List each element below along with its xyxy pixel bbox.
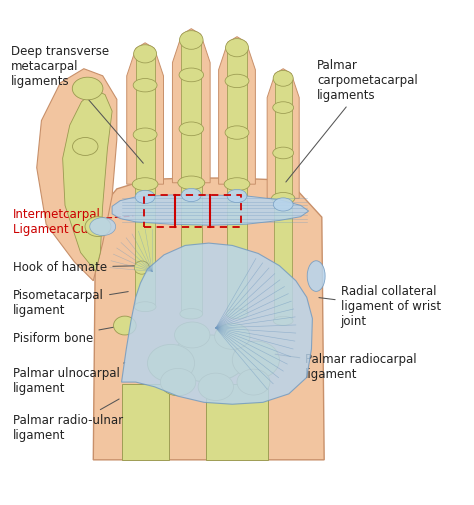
Ellipse shape [182, 188, 201, 201]
Polygon shape [135, 184, 155, 307]
Polygon shape [121, 243, 312, 404]
Ellipse shape [147, 344, 195, 382]
Ellipse shape [160, 369, 196, 396]
Bar [144, 195, 241, 227]
Polygon shape [267, 69, 299, 198]
Ellipse shape [273, 102, 293, 114]
Ellipse shape [73, 77, 103, 100]
Ellipse shape [179, 68, 203, 82]
Ellipse shape [134, 302, 156, 312]
Text: Deep transverse
metacarpal
ligaments: Deep transverse metacarpal ligaments [11, 45, 143, 163]
Polygon shape [182, 40, 201, 71]
Ellipse shape [134, 261, 149, 274]
Ellipse shape [180, 309, 203, 319]
Ellipse shape [225, 126, 249, 139]
Ellipse shape [273, 198, 293, 211]
Polygon shape [173, 29, 210, 183]
Ellipse shape [85, 217, 111, 236]
Ellipse shape [134, 45, 156, 63]
Polygon shape [275, 108, 292, 149]
Polygon shape [227, 184, 247, 314]
Ellipse shape [307, 261, 325, 291]
Ellipse shape [135, 190, 155, 204]
Ellipse shape [90, 218, 116, 235]
Ellipse shape [273, 147, 293, 159]
Ellipse shape [133, 128, 157, 141]
Ellipse shape [237, 369, 270, 395]
Ellipse shape [73, 137, 98, 156]
Ellipse shape [180, 31, 203, 49]
Polygon shape [219, 37, 255, 184]
Ellipse shape [133, 78, 157, 92]
Text: Palmar radiocarpal
ligament: Palmar radiocarpal ligament [275, 352, 417, 381]
Polygon shape [112, 195, 309, 225]
Ellipse shape [273, 316, 293, 325]
Polygon shape [181, 183, 201, 314]
Text: Radial collateral
ligament of wrist
joint: Radial collateral ligament of wrist join… [319, 285, 441, 328]
Polygon shape [63, 90, 112, 271]
Ellipse shape [226, 309, 248, 319]
Text: Palmar ulnocarpal
ligament: Palmar ulnocarpal ligament [13, 363, 125, 395]
Ellipse shape [273, 70, 293, 86]
Ellipse shape [174, 322, 210, 348]
Ellipse shape [178, 176, 205, 189]
Polygon shape [93, 178, 324, 460]
Polygon shape [228, 132, 246, 184]
Text: Palmar radio-ulnar
ligament: Palmar radio-ulnar ligament [13, 399, 123, 442]
Ellipse shape [224, 178, 250, 190]
Polygon shape [182, 75, 201, 124]
Ellipse shape [232, 341, 279, 379]
Text: Pisiform bone: Pisiform bone [13, 326, 120, 345]
Polygon shape [136, 85, 155, 130]
Polygon shape [274, 198, 292, 321]
Polygon shape [228, 47, 246, 77]
Ellipse shape [272, 192, 295, 204]
Ellipse shape [198, 373, 234, 400]
Ellipse shape [226, 38, 248, 57]
Polygon shape [182, 129, 201, 183]
Text: Pisometacarpal
ligament: Pisometacarpal ligament [13, 289, 128, 317]
Polygon shape [206, 384, 268, 460]
Ellipse shape [179, 122, 203, 136]
Ellipse shape [215, 323, 250, 349]
Polygon shape [127, 43, 164, 184]
Ellipse shape [225, 74, 249, 87]
Polygon shape [36, 69, 117, 281]
Ellipse shape [227, 189, 247, 203]
Polygon shape [121, 384, 169, 460]
Ellipse shape [171, 335, 246, 382]
Text: Intermetcarpal
Ligament Cuts: Intermetcarpal Ligament Cuts [13, 208, 133, 236]
Text: Palmar
carpometacarpal
ligaments: Palmar carpometacarpal ligaments [286, 59, 418, 182]
Polygon shape [136, 135, 155, 184]
Text: Hook of hamate: Hook of hamate [13, 261, 137, 274]
Polygon shape [136, 54, 155, 82]
Ellipse shape [132, 178, 158, 190]
Polygon shape [275, 78, 292, 105]
Ellipse shape [114, 316, 136, 335]
Polygon shape [228, 81, 246, 128]
Polygon shape [275, 153, 292, 198]
